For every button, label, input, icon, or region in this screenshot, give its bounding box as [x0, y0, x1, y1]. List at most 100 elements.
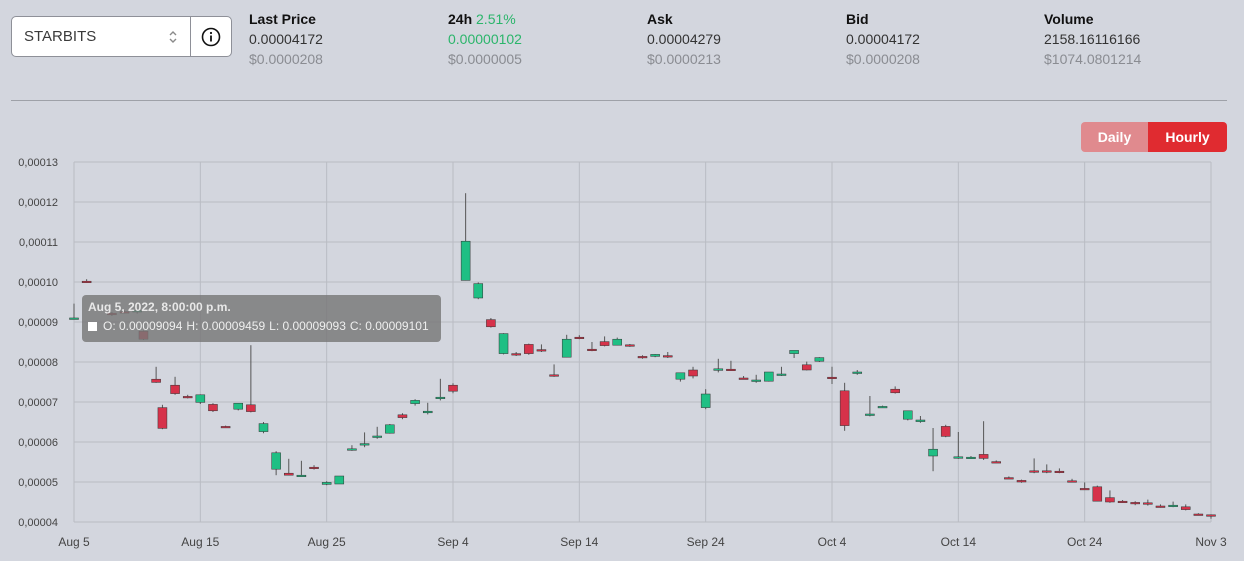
candle-down — [536, 349, 547, 352]
stat-change-pct: 2.51% — [476, 11, 516, 27]
y-tick-label: 0,00009 — [18, 317, 58, 329]
candle-up — [903, 410, 913, 420]
tooltip-close: C: 0.00009101 — [349, 319, 429, 333]
candlestick-chart[interactable]: 0,00013 0,00012 0,00011 0,00010 0,00009 0,000… — [0, 150, 1244, 561]
stat-label: Last Price — [249, 11, 316, 27]
x-tick-label: Oct 14 — [941, 535, 977, 549]
candle-down — [1004, 477, 1014, 480]
y-tick-label: 0,00007 — [18, 397, 58, 409]
candle-down — [246, 404, 256, 412]
candle-up — [422, 410, 433, 414]
chevron-updown-icon — [169, 31, 177, 43]
candle-down — [839, 390, 850, 426]
candle-down — [1029, 470, 1039, 473]
stat-24h: 24h 2.51% 0.00000102 $0.0000005 — [448, 9, 522, 69]
candle-up — [713, 368, 724, 371]
candle-down — [637, 356, 648, 359]
candle-tooltip: Aug 5, 2022, 8:00:00 p.m. O: 0.00009094 … — [82, 295, 441, 342]
hourly-button[interactable]: Hourly — [1148, 122, 1227, 152]
stat-value: 0.00000102 — [448, 31, 522, 47]
candle-up — [372, 435, 382, 438]
stat-usd-value: $1074.0801214 — [1044, 51, 1142, 67]
candle-down — [1130, 502, 1140, 505]
candle-down — [549, 374, 559, 377]
candle-down — [1016, 480, 1027, 483]
stat-value: 0.00004172 — [846, 31, 920, 47]
candle-down — [309, 466, 319, 469]
candle-up — [233, 402, 243, 410]
candle-up — [865, 413, 875, 416]
y-tick-label: 0,00006 — [18, 437, 58, 449]
candle-up — [258, 423, 269, 432]
market-select-value[interactable]: STARBITS — [12, 17, 190, 56]
stat-last-price: Last Price 0.00004172 $0.0000208 — [249, 9, 323, 69]
candle-up — [966, 456, 976, 459]
candle-up — [776, 373, 787, 376]
candle-up — [877, 406, 888, 409]
daily-button[interactable]: Daily — [1081, 122, 1148, 152]
candle-up — [271, 452, 281, 470]
series-swatch — [88, 321, 97, 331]
candle-down — [801, 364, 812, 371]
candle-down — [1143, 502, 1153, 505]
candle-down — [1180, 506, 1191, 510]
candle-down — [1079, 488, 1090, 491]
candle-down — [1054, 470, 1065, 473]
tooltip-open: O: 0.00009094 — [103, 319, 183, 333]
candle-down — [81, 280, 92, 283]
interval-toggle: Daily Hourly — [1081, 122, 1227, 152]
candle-down — [625, 344, 635, 347]
candle-up — [675, 372, 686, 380]
y-tick-label: 0,00011 — [19, 237, 58, 249]
candle-down — [511, 353, 521, 356]
candle-down — [208, 404, 218, 412]
y-tick-label: 0,00012 — [18, 197, 58, 209]
candle-down — [170, 384, 180, 394]
stat-label: Ask — [647, 11, 673, 27]
stat-label: Bid — [846, 11, 869, 27]
stat-value: 0.00004279 — [647, 31, 721, 47]
candle-down — [1206, 514, 1216, 517]
x-tick-label: Oct 4 — [818, 535, 847, 549]
stat-usd-value: $0.0000208 — [249, 51, 323, 67]
x-tick-label: Oct 24 — [1067, 535, 1103, 549]
candle-up — [612, 338, 622, 346]
x-tick-label: Aug 15 — [181, 535, 219, 549]
candle-up — [195, 394, 206, 403]
candle-down — [397, 414, 408, 418]
y-tick-label: 0,00004 — [18, 517, 58, 529]
candle-up — [953, 456, 964, 459]
candle-up — [460, 240, 471, 281]
candle-down — [151, 378, 161, 383]
candle-down — [587, 348, 597, 351]
candle-down — [157, 407, 168, 429]
candle-up — [789, 350, 799, 354]
candle-down — [1193, 513, 1204, 516]
tooltip-ohlc: O: 0.00009094 H: 0.00009459 L: 0.0000909… — [88, 319, 435, 333]
candle-down — [1067, 480, 1077, 483]
info-button[interactable] — [190, 17, 231, 56]
candle-down — [1092, 486, 1103, 502]
x-tick-label: Aug 5 — [58, 535, 90, 549]
stat-ask: Ask 0.00004279 $0.0000213 — [647, 9, 721, 69]
candle-down — [978, 454, 989, 459]
tooltip-title: Aug 5, 2022, 8:00:00 p.m. — [88, 300, 231, 314]
candle-up — [814, 357, 825, 362]
candle-down — [182, 396, 193, 399]
header-divider — [11, 100, 1227, 101]
stat-value: 2158.16116166 — [1044, 31, 1141, 47]
candle-up — [334, 475, 345, 485]
y-tick-label: 0,00010 — [18, 277, 58, 289]
candle-up — [751, 379, 761, 382]
info-icon — [201, 27, 221, 46]
candle-up — [764, 371, 774, 382]
candle-up — [69, 317, 79, 320]
market-select[interactable]: STARBITS — [11, 16, 232, 57]
stat-label: 24h — [448, 11, 473, 27]
candle-down — [827, 376, 837, 379]
candle-down — [688, 369, 698, 377]
candle-down — [524, 344, 534, 354]
candle-up — [852, 371, 863, 374]
tooltip-high: H: 0.00009459 — [186, 319, 266, 333]
candle-down — [1117, 500, 1128, 503]
